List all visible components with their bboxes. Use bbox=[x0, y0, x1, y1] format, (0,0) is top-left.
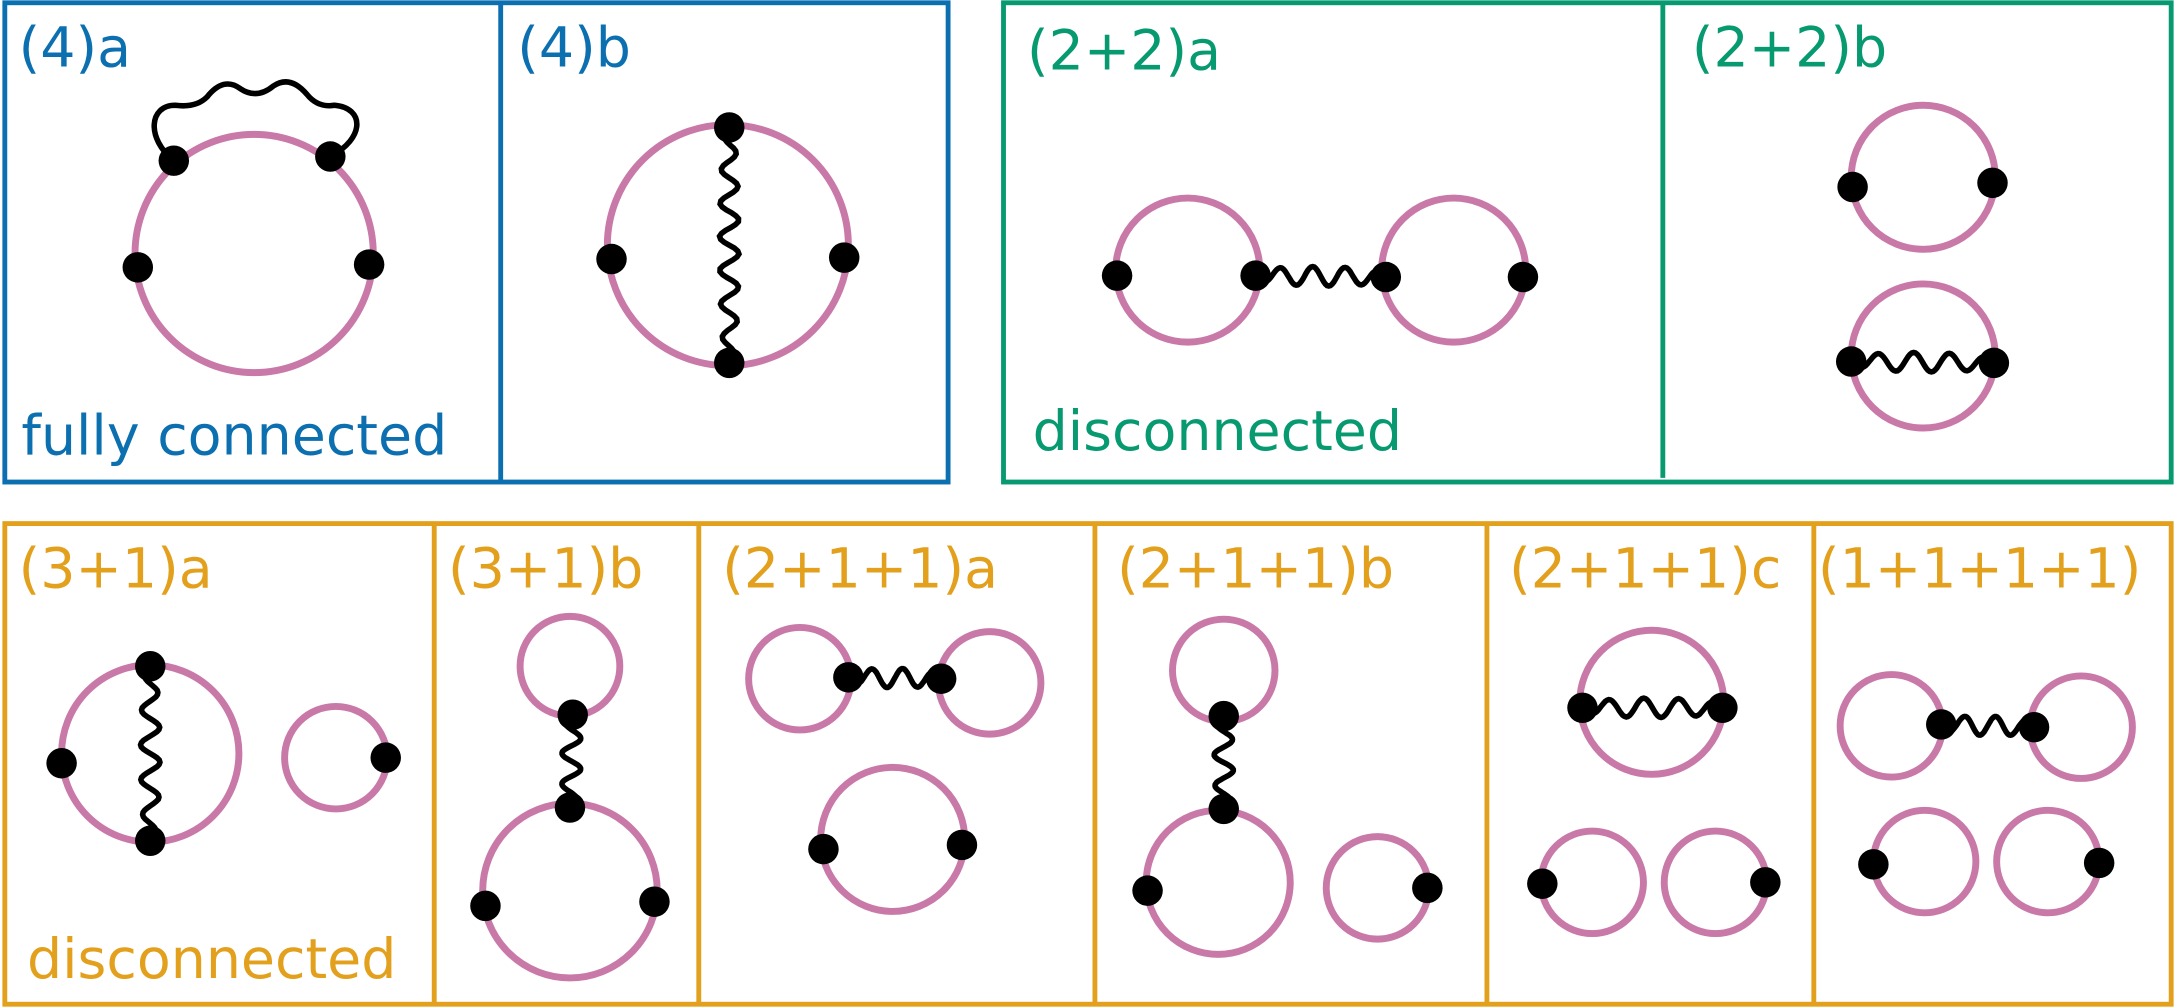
propagator-loop bbox=[1378, 194, 1530, 346]
group-frame bbox=[1001, 0, 2174, 485]
vertex bbox=[1977, 167, 2008, 199]
interaction-line bbox=[1939, 713, 2036, 739]
vertex bbox=[1926, 709, 1957, 740]
propagator-loop bbox=[1112, 194, 1264, 346]
vertex bbox=[1240, 260, 1271, 291]
vertex bbox=[925, 663, 957, 694]
vertex bbox=[1101, 260, 1133, 291]
vertex bbox=[135, 651, 166, 682]
group-frame bbox=[2, 0, 951, 485]
panel-label: (2+2)a bbox=[1027, 19, 1221, 83]
propagator-loop bbox=[1847, 101, 1999, 253]
vertex bbox=[1507, 261, 1539, 293]
vertex bbox=[596, 243, 627, 275]
vertex bbox=[1835, 346, 1867, 377]
panel-label: (3+1)a bbox=[19, 537, 213, 601]
vertex bbox=[1837, 171, 1868, 203]
vertex bbox=[714, 112, 745, 143]
interaction-line bbox=[846, 665, 943, 691]
vertex bbox=[554, 792, 586, 823]
vertex bbox=[1412, 872, 1443, 904]
vertex bbox=[370, 742, 401, 773]
propagator-loop bbox=[1993, 806, 2103, 917]
vertex bbox=[808, 833, 839, 865]
group-caption: fully connected bbox=[21, 404, 447, 468]
group-frame bbox=[2, 521, 2174, 1007]
vertex bbox=[353, 249, 385, 280]
group-caption: disconnected bbox=[1033, 400, 1402, 464]
vertex bbox=[315, 141, 346, 172]
vertex bbox=[1208, 793, 1239, 825]
panel-label: (3+1)b bbox=[448, 537, 643, 601]
panel-label: (2+2)b bbox=[1692, 16, 1887, 80]
vertex bbox=[639, 886, 670, 917]
panel-label: (2+1+1)b bbox=[1117, 537, 1394, 601]
vertex bbox=[1858, 849, 1889, 880]
vertex bbox=[557, 699, 588, 730]
interaction-line bbox=[1581, 695, 1724, 721]
propagator-loop bbox=[817, 763, 969, 915]
vertex bbox=[1978, 347, 2010, 379]
vertex bbox=[2083, 847, 2115, 879]
vertex bbox=[158, 145, 190, 176]
vertex bbox=[833, 662, 864, 693]
panel-label: (1+1+1+1) bbox=[1818, 537, 2141, 601]
vertex bbox=[1567, 692, 1598, 724]
interaction-line bbox=[1254, 263, 1388, 289]
propagator-loop bbox=[1142, 806, 1294, 958]
vertex bbox=[122, 252, 154, 283]
propagator-loop bbox=[479, 799, 661, 982]
interaction-line bbox=[1849, 349, 1996, 375]
vertex bbox=[46, 747, 77, 779]
vertex bbox=[828, 242, 860, 273]
vertex bbox=[1750, 867, 1781, 898]
interaction-line bbox=[137, 664, 163, 843]
panel-label: (2+1+1)a bbox=[722, 537, 998, 601]
labels: (4)a (4)b (2+2)a (2+2)b (3+1)a (3+1)b (2… bbox=[19, 16, 2142, 991]
vertex bbox=[714, 347, 745, 379]
panel-label: (2+1+1)c bbox=[1509, 537, 1781, 601]
interaction-line bbox=[559, 713, 584, 810]
vertex bbox=[135, 825, 166, 857]
panel-label: (4)a bbox=[19, 16, 131, 80]
vertex bbox=[1707, 692, 1738, 724]
vertex bbox=[946, 829, 978, 861]
panel-label: (4)b bbox=[517, 16, 631, 80]
vertex bbox=[1208, 700, 1239, 732]
propagator-loop bbox=[1869, 806, 1980, 917]
vertex bbox=[470, 890, 501, 922]
interaction-line bbox=[1211, 714, 1237, 811]
vertex bbox=[1370, 261, 1402, 293]
vertex bbox=[1527, 868, 1558, 899]
group-caption: disconnected bbox=[27, 928, 396, 992]
interaction-line bbox=[716, 125, 743, 365]
wavy-loop bbox=[151, 79, 360, 163]
vertex bbox=[2018, 711, 2050, 743]
vertex bbox=[1132, 875, 1163, 906]
